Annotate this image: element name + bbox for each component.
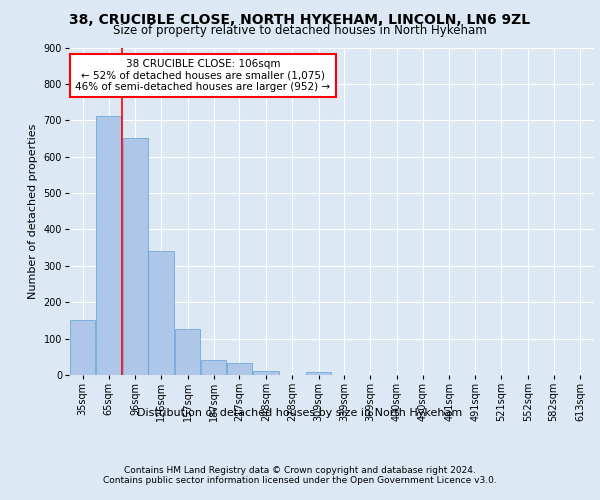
Text: Size of property relative to detached houses in North Hykeham: Size of property relative to detached ho… — [113, 24, 487, 37]
Bar — [227, 363, 252, 375]
Text: 38 CRUCIBLE CLOSE: 106sqm
← 52% of detached houses are smaller (1,075)
46% of se: 38 CRUCIBLE CLOSE: 106sqm ← 52% of detac… — [76, 59, 331, 92]
Y-axis label: Number of detached properties: Number of detached properties — [28, 124, 38, 299]
Bar — [122, 138, 148, 375]
Bar — [148, 252, 174, 375]
Bar — [96, 116, 121, 375]
Text: 38, CRUCIBLE CLOSE, NORTH HYKEHAM, LINCOLN, LN6 9ZL: 38, CRUCIBLE CLOSE, NORTH HYKEHAM, LINCO… — [70, 12, 530, 26]
Text: Contains HM Land Registry data © Crown copyright and database right 2024.: Contains HM Land Registry data © Crown c… — [124, 466, 476, 475]
Text: Distribution of detached houses by size in North Hykeham: Distribution of detached houses by size … — [137, 408, 463, 418]
Text: Contains public sector information licensed under the Open Government Licence v3: Contains public sector information licen… — [103, 476, 497, 485]
Bar — [175, 329, 200, 375]
Bar — [70, 320, 95, 375]
Bar — [306, 372, 331, 375]
Bar — [253, 372, 279, 375]
Bar — [201, 360, 226, 375]
